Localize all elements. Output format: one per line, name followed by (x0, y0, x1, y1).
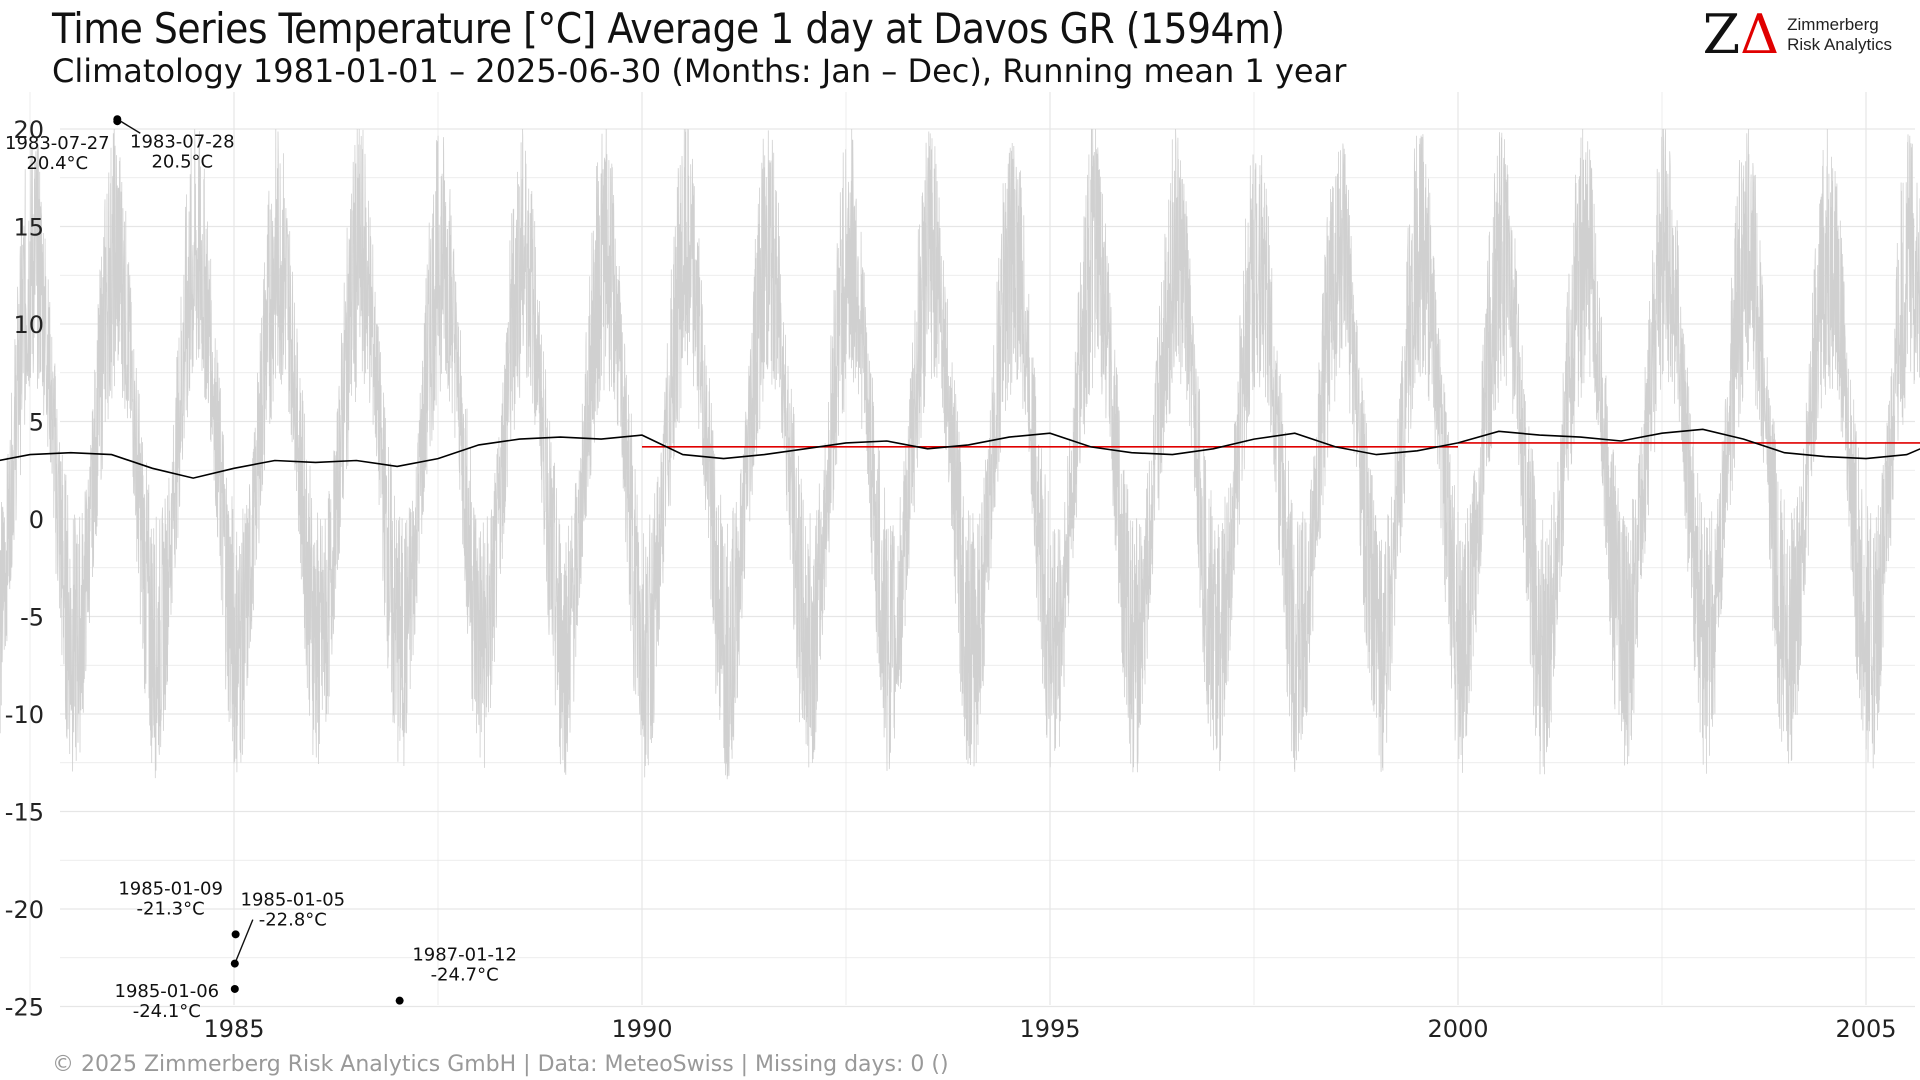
extreme-value-label: -21.3°C (137, 898, 205, 919)
x-tick-label: 1990 (611, 1015, 672, 1043)
chart-subtitle: Climatology 1981-01-01 – 2025-06-30 (Mon… (52, 52, 1347, 90)
extreme-date-label: 1985-01-05 (241, 890, 346, 911)
footer-credits: © 2025 Zimmerberg Risk Analytics GmbH | … (52, 1052, 949, 1077)
y-tick-label: 0 (29, 506, 44, 534)
x-tick-label: 1995 (1019, 1015, 1080, 1043)
extreme-point (231, 930, 240, 939)
extreme-date-label: 1983-07-28 (130, 131, 235, 152)
decade-mean-lines (642, 442, 1920, 448)
extreme-date-label: 1985-01-06 (115, 981, 220, 1002)
logo-mark-icon: ZΔ (1702, 3, 1780, 66)
extreme-value-label: -22.8°C (259, 910, 327, 931)
extreme-point (113, 115, 122, 124)
annotation-leader-line (116, 118, 141, 134)
y-tick-label: 10 (13, 311, 44, 339)
extreme-point (230, 984, 239, 993)
extreme-date-label: 1987-01-12 (412, 945, 517, 966)
x-tick-label: 2000 (1427, 1015, 1488, 1043)
company-logo: ZΔ Zimmerberg Risk Analytics (1703, 8, 1892, 62)
daily-temperature-line (0, 128, 1920, 780)
annotation-leader-line (234, 919, 254, 964)
y-tick-label: 5 (29, 409, 44, 437)
chart-title: Time Series Temperature [°C] Average 1 d… (52, 4, 1285, 53)
y-tick-label: -5 (20, 604, 44, 632)
extreme-value-label: 20.4°C (26, 153, 88, 174)
extreme-point (395, 996, 404, 1005)
extreme-value-label: 20.5°C (151, 151, 213, 172)
running-mean-line (0, 428, 1920, 479)
y-tick-label: -20 (5, 896, 44, 924)
axis-ticks: 1985199019952000200520102015202020252015… (5, 116, 1897, 1043)
logo-line-1: Zimmerberg (1787, 15, 1879, 34)
extreme-date-label: 1983-07-27 (5, 133, 110, 154)
extreme-value-label: -24.1°C (133, 1001, 201, 1022)
running-mean-series (0, 428, 1920, 479)
extreme-point (230, 959, 239, 968)
logo-text: Zimmerberg Risk Analytics (1787, 15, 1892, 55)
x-tick-label: 1985 (203, 1015, 264, 1043)
y-tick-label: 15 (13, 214, 44, 242)
y-tick-label: -15 (5, 799, 44, 827)
x-tick-label: 2005 (1835, 1015, 1896, 1043)
y-tick-label: 20 (13, 116, 44, 144)
extreme-date-label: 1985-01-09 (118, 878, 223, 899)
y-tick-label: -10 (5, 701, 44, 729)
extreme-annotations: 1983-07-2720.4°C1983-07-2820.5°C2015-07-… (5, 115, 517, 1022)
logo-line-2: Risk Analytics (1787, 35, 1892, 54)
extreme-value-label: -24.7°C (431, 965, 499, 986)
y-tick-label: -25 (5, 994, 44, 1022)
daily-temperature-series (0, 128, 1920, 780)
